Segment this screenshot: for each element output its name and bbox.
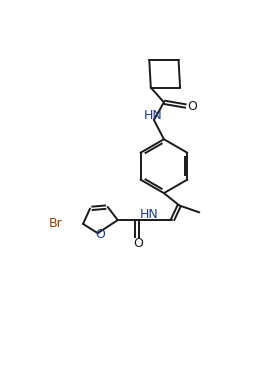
Text: HN: HN: [144, 109, 163, 122]
Text: O: O: [188, 100, 197, 113]
Text: HN: HN: [140, 208, 159, 221]
Text: Br: Br: [49, 217, 62, 230]
Text: O: O: [95, 228, 105, 241]
Text: O: O: [134, 237, 143, 250]
